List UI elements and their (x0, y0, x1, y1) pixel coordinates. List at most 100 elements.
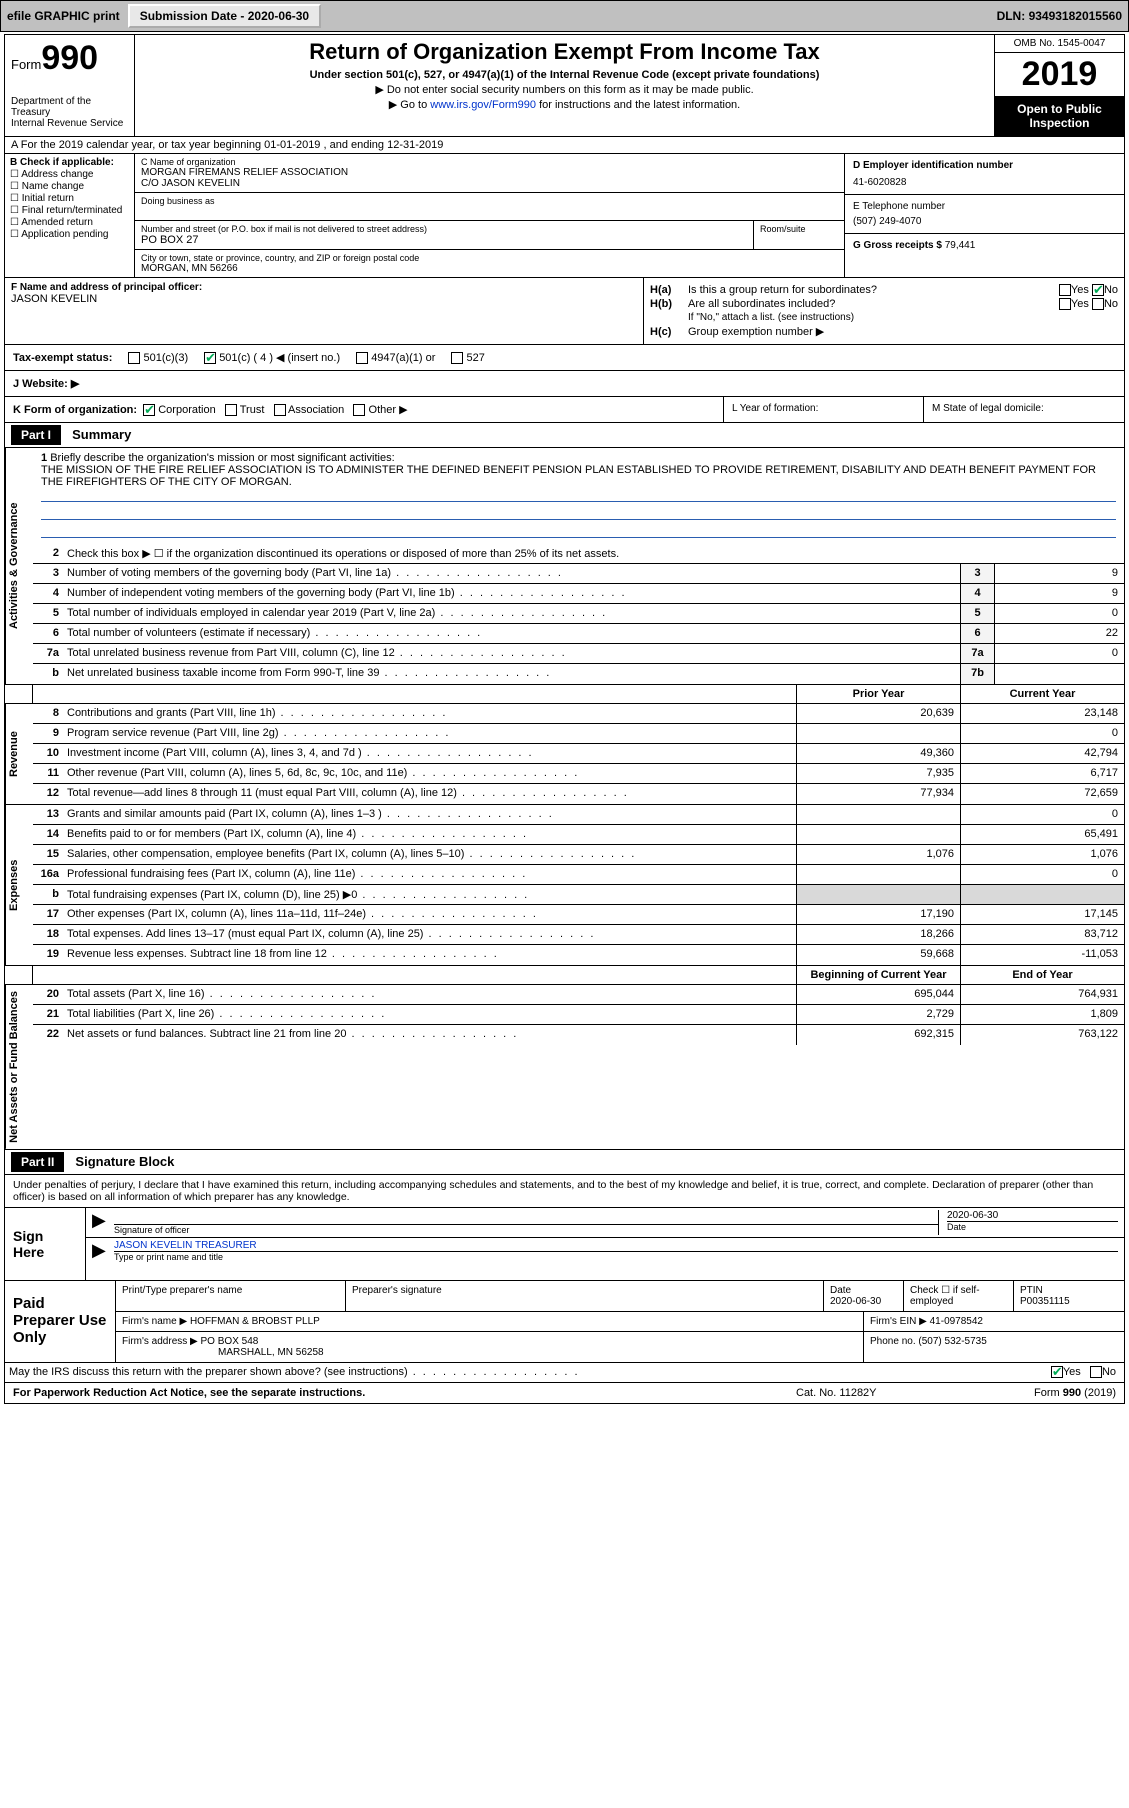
line-20: 20 Total assets (Part X, line 16) 695,04… (33, 985, 1124, 1005)
org-name: MORGAN FIREMANS RELIEF ASSOCIATION (141, 167, 838, 178)
prep-row1: Print/Type preparer's name Preparer's si… (116, 1281, 1124, 1312)
chk-app-pending[interactable]: ☐ Application pending (10, 229, 129, 240)
sig-officer-label: Signature of officer (114, 1224, 938, 1235)
discuss-yes[interactable] (1051, 1366, 1063, 1378)
k-form-org: K Form of organization: Corporation Trus… (5, 397, 724, 422)
summary-expenses: Expenses 13 Grants and similar amounts p… (5, 805, 1124, 966)
preparer-label: Paid Preparer Use Only (5, 1281, 115, 1362)
part2-title: Signature Block (67, 1154, 174, 1169)
prep-date: 2020-06-30 (830, 1296, 881, 1307)
dln: DLN: 93493182015560 (997, 9, 1122, 23)
line-14: 14 Benefits paid to or for members (Part… (33, 825, 1124, 845)
website-row: J Website: ▶ (5, 371, 1124, 397)
line-18: 18 Total expenses. Add lines 13–17 (must… (33, 925, 1124, 945)
hb-no[interactable] (1092, 298, 1104, 310)
officer-typed-name[interactable]: JASON KEVELIN TREASURER (114, 1240, 257, 1251)
ein-label: D Employer identification number (853, 160, 1116, 171)
sign-block: Sign Here ▶ Signature of officer 2020-06… (5, 1208, 1124, 1281)
form-word: Form (11, 57, 41, 72)
hc-line: H(c)Group exemption number ▶ (650, 325, 1118, 338)
c-name-cell: C Name of organization MORGAN FIREMANS R… (135, 154, 844, 193)
part2-badge: Part II (11, 1152, 64, 1172)
firm-name: HOFFMAN & BROBST PLLP (190, 1316, 320, 1327)
ein-value: 41-6020828 (853, 177, 1116, 188)
preparer-block: Paid Preparer Use Only Print/Type prepar… (5, 1281, 1124, 1363)
ha-line: H(a)Is this a group return for subordina… (650, 284, 1118, 296)
gross-label: G Gross receipts $ (853, 240, 945, 251)
tax-year: 2019 (995, 53, 1124, 96)
ha-yes[interactable] (1059, 284, 1071, 296)
ptin-value: P00351115 (1020, 1296, 1070, 1307)
part1-badge: Part I (11, 425, 61, 445)
form-subtitle1: Under section 501(c), 527, or 4947(a)(1)… (143, 69, 986, 81)
line-21: 21 Total liabilities (Part X, line 26) 2… (33, 1005, 1124, 1025)
m-state-domicile: M State of legal domicile: (924, 397, 1124, 422)
omb-number: OMB No. 1545-0047 (995, 35, 1124, 53)
gov-line-3: 3 Number of voting members of the govern… (33, 564, 1124, 584)
d-ein-cell: D Employer identification number 41-6020… (845, 154, 1124, 195)
hb-line: H(b)Are all subordinates included? Yes N… (650, 298, 1118, 310)
discuss-no[interactable] (1090, 1366, 1102, 1378)
form-subtitle3: ▶ Go to www.irs.gov/Form990 for instruct… (143, 98, 986, 111)
line-19: 19 Revenue less expenses. Subtract line … (33, 945, 1124, 965)
line-8: 8 Contributions and grants (Part VIII, l… (33, 704, 1124, 724)
prep-selfemp[interactable]: Check ☐ if self-employed (904, 1281, 1014, 1311)
k-other[interactable] (353, 404, 365, 416)
hb-yes[interactable] (1059, 298, 1071, 310)
irs-label: Internal Revenue Service (11, 118, 128, 129)
summary-netassets: Net Assets or Fund Balances 20 Total ass… (5, 985, 1124, 1150)
discuss-row: May the IRS discuss this return with the… (5, 1363, 1124, 1383)
k-trust[interactable] (225, 404, 237, 416)
chk-amended[interactable]: ☐ Amended return (10, 217, 129, 228)
line-17: 17 Other expenses (Part IX, column (A), … (33, 905, 1124, 925)
tx-501c3[interactable]: 501(c)(3) (128, 352, 188, 364)
gross-value: 79,441 (945, 240, 976, 251)
line-b: b Total fundraising expenses (Part IX, c… (33, 885, 1124, 905)
tx-501c[interactable]: 501(c) ( 4 ) ◀ (insert no.) (204, 351, 340, 364)
tx-527[interactable]: 527 (451, 352, 484, 364)
instructions-link[interactable]: www.irs.gov/Form990 (430, 99, 536, 111)
footer-form: Form 990 (2019) (976, 1387, 1116, 1399)
firm-addr2: MARSHALL, MN 56258 (218, 1347, 324, 1358)
firm-ein: 41-0978542 (930, 1316, 983, 1327)
block-f: F Name and address of principal officer:… (5, 278, 1124, 345)
tx-4947[interactable]: 4947(a)(1) or (356, 352, 435, 364)
chk-name-change[interactable]: ☐ Name change (10, 181, 129, 192)
hdr-left: Form990 Department of the Treasury Inter… (5, 35, 135, 136)
street-address: PO BOX 27 (141, 234, 747, 246)
efile-label: efile GRAPHIC print (7, 9, 120, 23)
sig-name-line: ▶ JASON KEVELIN TREASURER Type or print … (86, 1238, 1124, 1264)
k-assoc[interactable] (274, 404, 286, 416)
prep-row2: Firm's name ▶ HOFFMAN & BROBST PLLP Firm… (116, 1312, 1124, 1332)
city-label: City or town, state or province, country… (141, 253, 838, 263)
tax-status-row: Tax-exempt status: 501(c)(3) 501(c) ( 4 … (5, 345, 1124, 371)
chk-initial-return[interactable]: ☐ Initial return (10, 193, 129, 204)
col-beginning: Beginning of Current Year (796, 966, 960, 984)
e-phone-cell: E Telephone number (507) 249-4070 (845, 195, 1124, 234)
phone-label: E Telephone number (853, 201, 1116, 212)
b-right: D Employer identification number 41-6020… (844, 154, 1124, 277)
part1-hdr-row: Part I Summary (5, 423, 1124, 448)
submission-date-btn[interactable]: Submission Date - 2020-06-30 (128, 4, 321, 28)
year-header-net: Beginning of Current Year End of Year (5, 966, 1124, 985)
prep-name-lbl: Print/Type preparer's name (116, 1281, 346, 1311)
city-cell: City or town, state or province, country… (135, 250, 844, 277)
form-page: Form990 Department of the Treasury Inter… (4, 34, 1125, 1404)
tax-status-label: Tax-exempt status: (13, 352, 112, 364)
ha-no[interactable] (1092, 284, 1104, 296)
chk-address-change[interactable]: ☐ Address change (10, 169, 129, 180)
k-corp[interactable] (143, 404, 155, 416)
side-revenue: Revenue (5, 704, 33, 804)
f-officer: F Name and address of principal officer:… (5, 278, 644, 344)
prep-row3: Firm's address ▶ PO BOX 548 MARSHALL, MN… (116, 1332, 1124, 1362)
sig-arrow-icon2: ▶ (92, 1240, 114, 1262)
line-13: 13 Grants and similar amounts paid (Part… (33, 805, 1124, 825)
footer-left: For Paperwork Reduction Act Notice, see … (13, 1387, 796, 1399)
col-prior: Prior Year (796, 685, 960, 703)
b-checkboxes: B Check if applicable: ☐ Address change … (5, 154, 135, 277)
chk-final-return[interactable]: ☐ Final return/terminated (10, 205, 129, 216)
dba-cell: Doing business as (135, 193, 844, 221)
care-of: C/O JASON KEVELIN (141, 178, 838, 189)
mission-text: THE MISSION OF THE FIRE RELIEF ASSOCIATI… (41, 464, 1096, 488)
line2: 2Check this box ▶ ☐ if the organization … (33, 544, 1124, 564)
